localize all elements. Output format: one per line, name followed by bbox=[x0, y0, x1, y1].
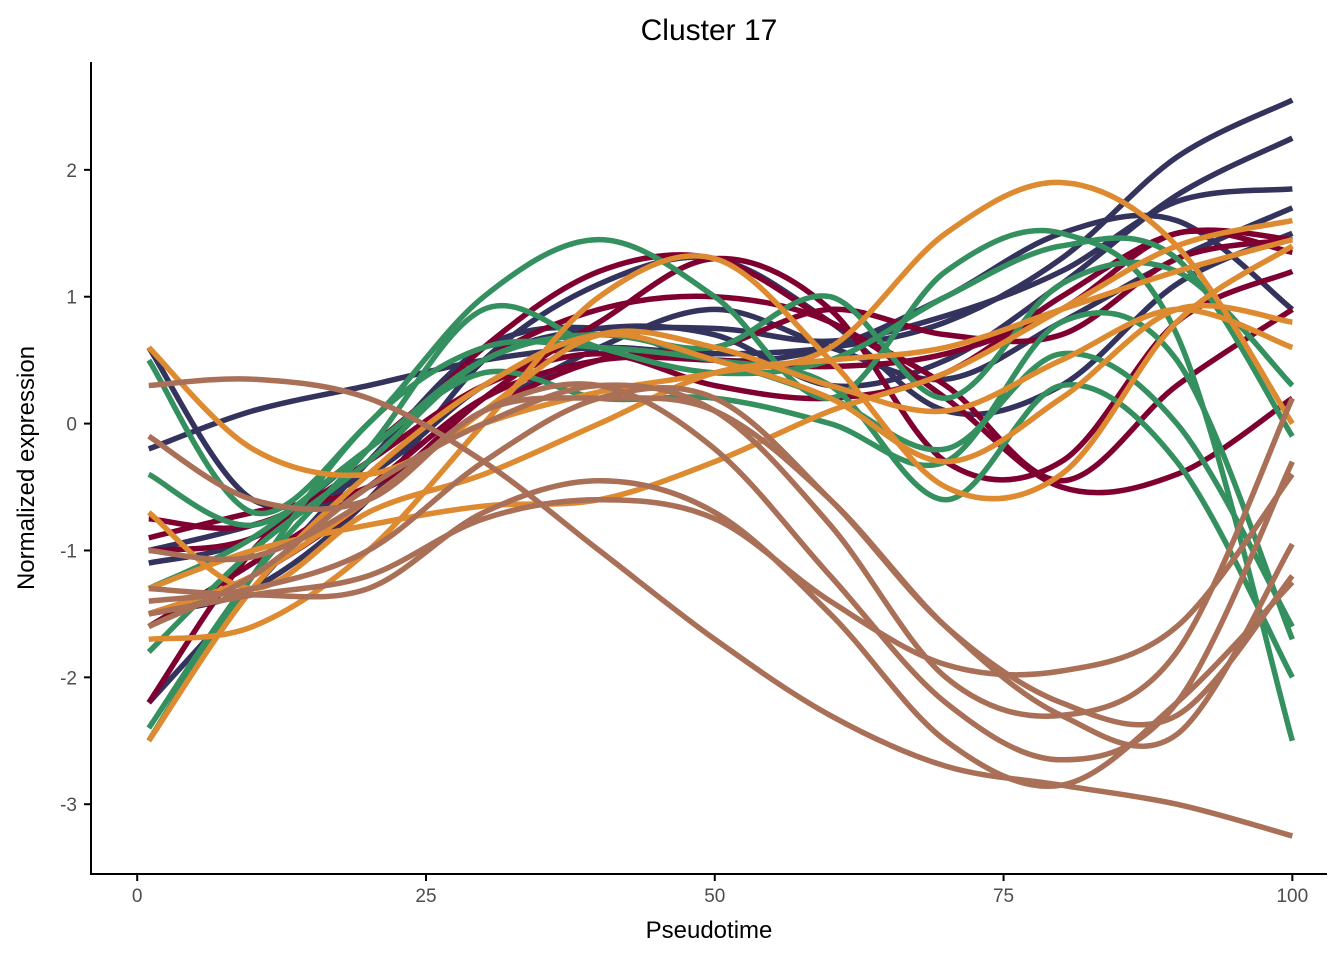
y-axis-ticks: -3 -2 -1 0 1 2 bbox=[60, 161, 91, 816]
x-tick-label: 50 bbox=[704, 886, 725, 907]
x-tick-label: 0 bbox=[132, 886, 143, 907]
y-axis-title: Normalized expression bbox=[13, 346, 40, 590]
series-line-23 bbox=[146, 302, 1293, 743]
x-tick-label: 75 bbox=[993, 886, 1014, 907]
series-line-20 bbox=[147, 236, 1294, 592]
y-tick-label: 0 bbox=[66, 415, 77, 436]
y-tick-label: 2 bbox=[66, 161, 77, 182]
series-line-28 bbox=[148, 477, 1295, 789]
x-tick-label: 100 bbox=[1276, 886, 1308, 907]
series-line-15 bbox=[146, 338, 1295, 743]
series-line-29 bbox=[148, 472, 1295, 678]
x-axis-ticks: 0 25 50 75 100 bbox=[132, 874, 1308, 907]
series-lines bbox=[146, 97, 1295, 839]
y-tick-label: -1 bbox=[60, 541, 77, 562]
series-line-22 bbox=[148, 243, 1294, 643]
y-tick-label: -2 bbox=[60, 668, 77, 689]
series-line-30 bbox=[147, 395, 1295, 749]
series-line-21 bbox=[147, 217, 1293, 592]
y-tick-label: 1 bbox=[66, 288, 77, 309]
series-line-27 bbox=[147, 382, 1295, 720]
chart-title: Cluster 17 bbox=[641, 14, 778, 47]
series-line-25 bbox=[148, 376, 1294, 839]
x-axis-title: Pseudotime bbox=[646, 917, 773, 944]
series-line-31 bbox=[148, 385, 1295, 728]
x-tick-label: 25 bbox=[415, 886, 436, 907]
y-tick-label: -3 bbox=[60, 795, 77, 816]
